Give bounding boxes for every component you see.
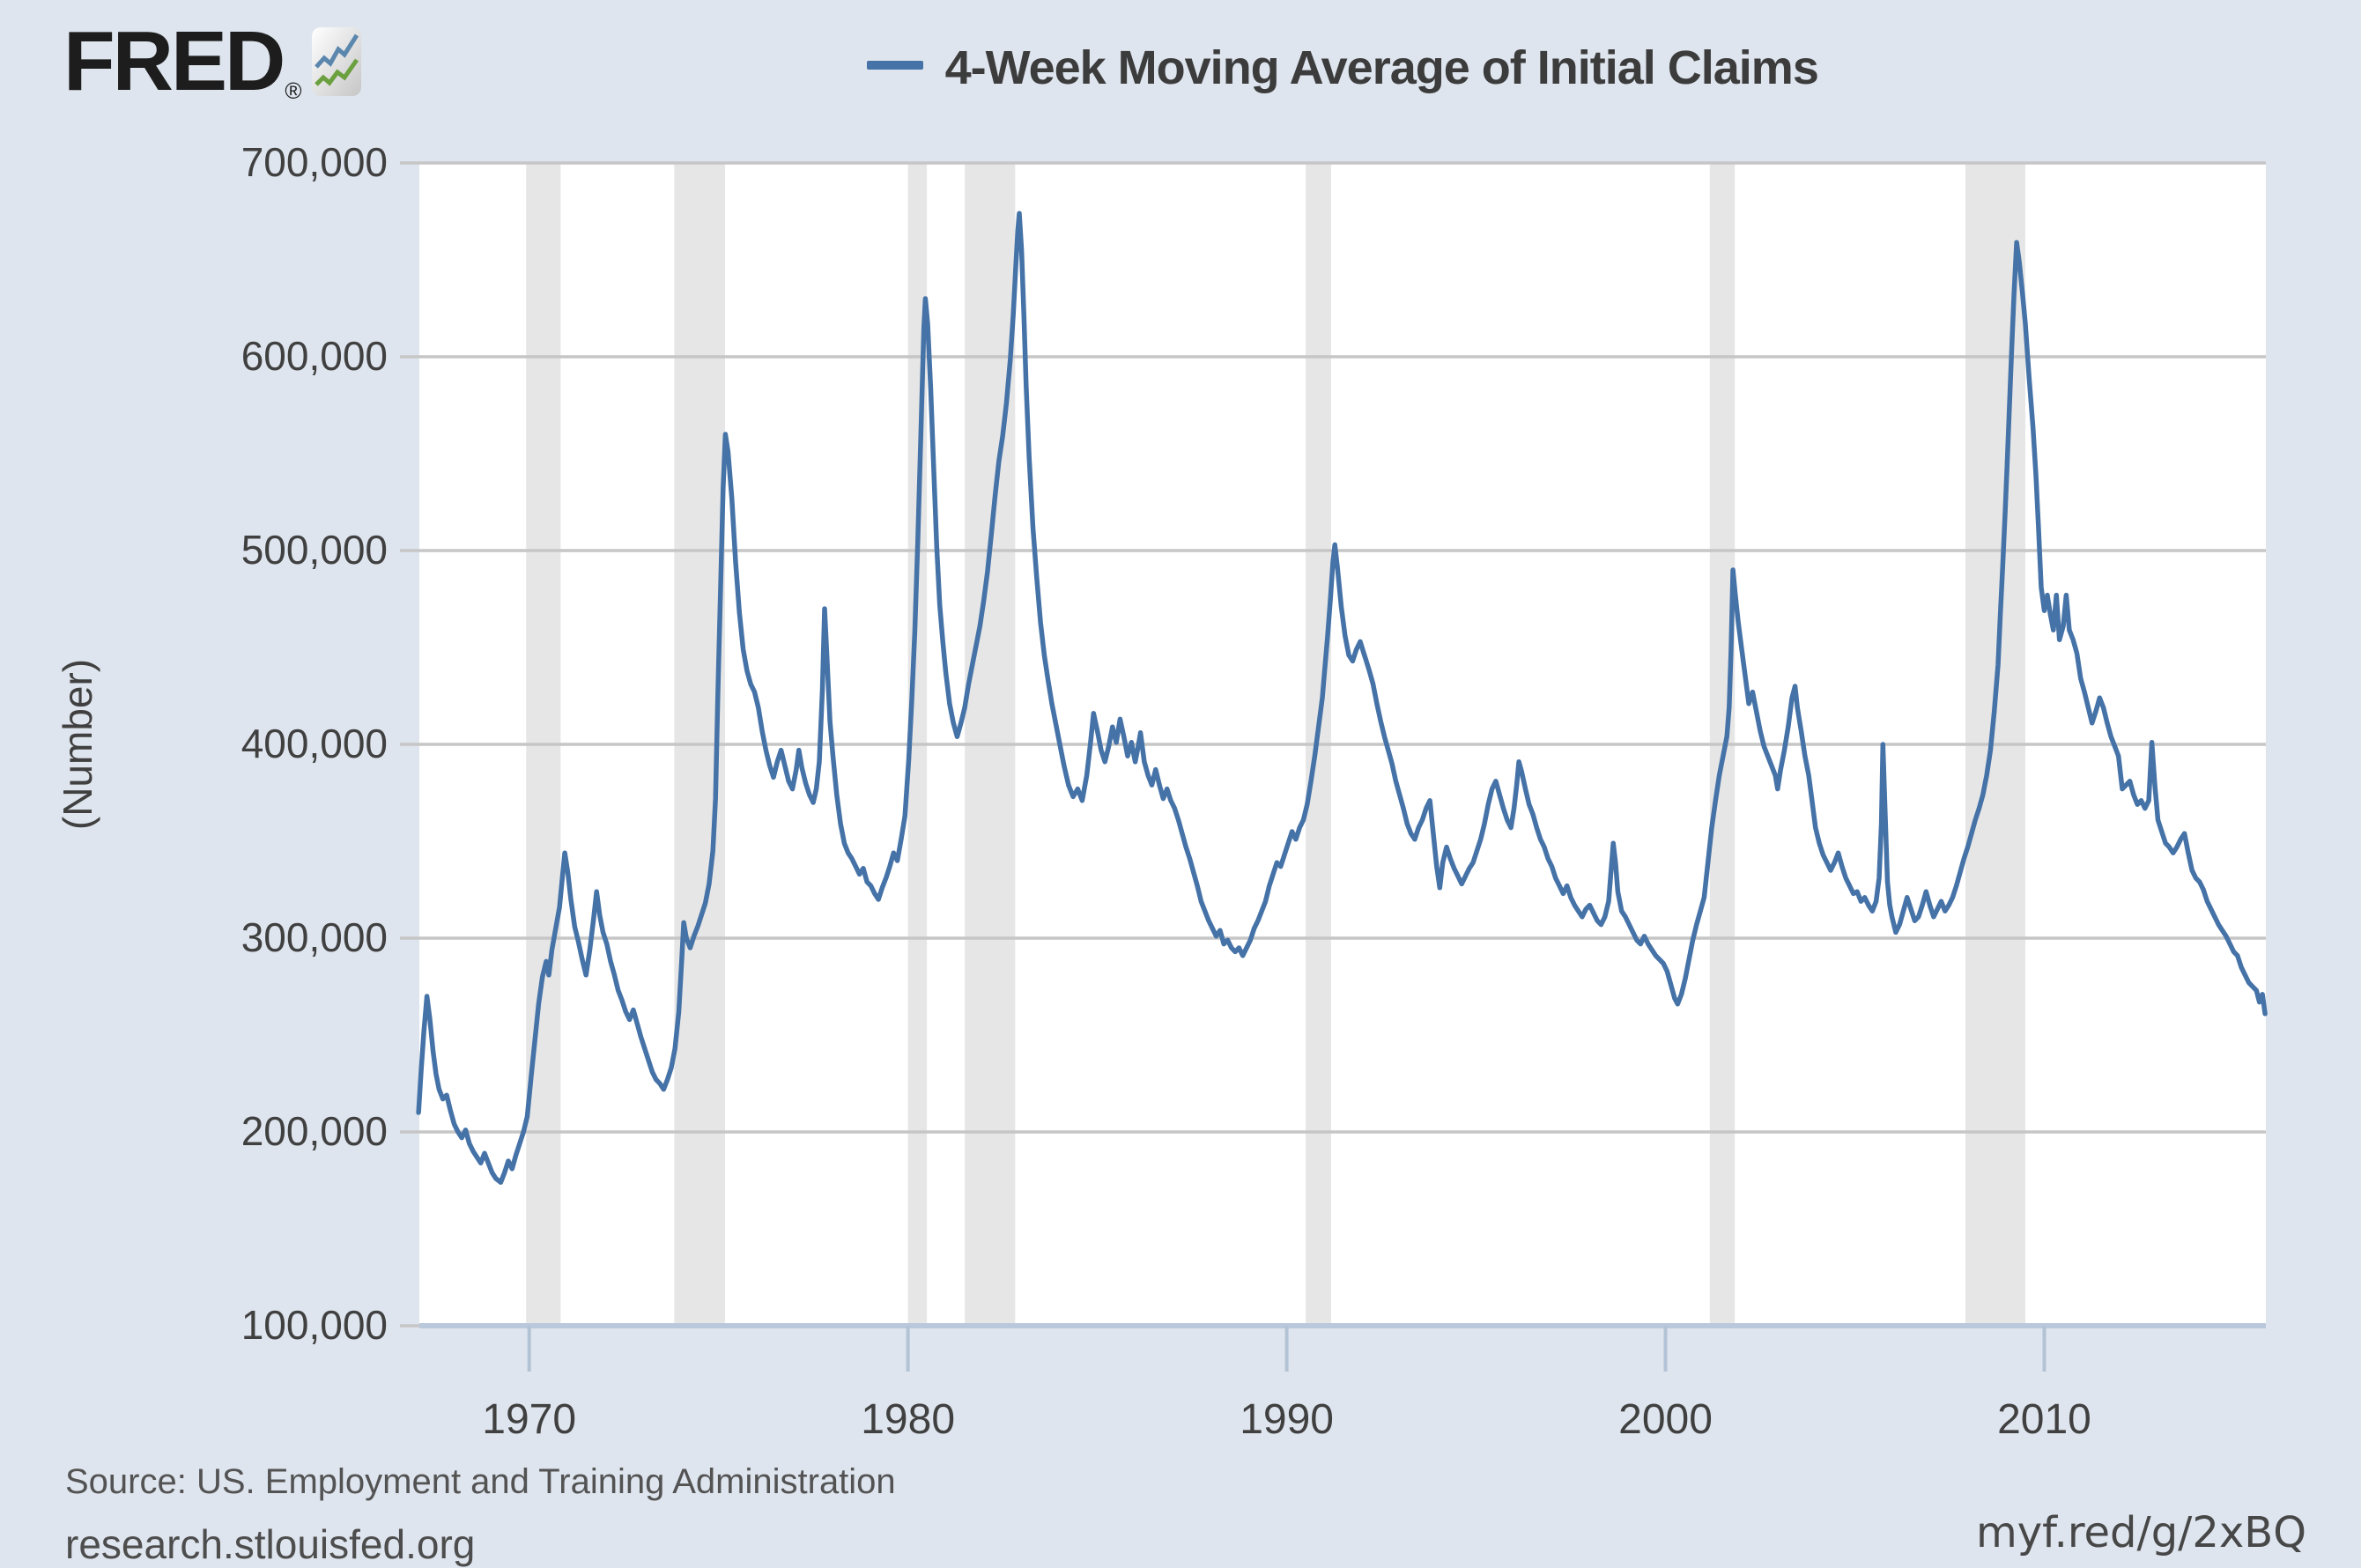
- chart-legend: 4-Week Moving Average of Initial Claims: [419, 41, 2266, 95]
- fred-logo[interactable]: FRED ®: [63, 19, 362, 105]
- x-tick-label: 2010: [1997, 1396, 2091, 1443]
- y-axis-title: (Number): [55, 659, 100, 830]
- x-tick-label: 1970: [482, 1396, 576, 1443]
- y-tick-label: 100,000: [241, 1302, 388, 1348]
- series-line: [416, 211, 2268, 1185]
- registered-trademark: ®: [285, 78, 302, 104]
- source-attribution: Source: US. Employment and Training Admi…: [65, 1462, 896, 1501]
- fred-sparkline-icon: [311, 26, 362, 101]
- y-tick-label: 500,000: [241, 527, 388, 573]
- y-tick-label: 700,000: [241, 139, 388, 185]
- research-stlouisfed-link[interactable]: research.stlouisfed.org: [65, 1521, 476, 1567]
- legend-series-label: 4-Week Moving Average of Initial Claims: [944, 41, 1819, 94]
- x-tick-label: 2000: [1618, 1396, 1713, 1443]
- x-tick-label: 1990: [1240, 1396, 1334, 1443]
- y-tick-label: 200,000: [241, 1108, 388, 1154]
- fred-short-url[interactable]: myf.red/g/2xBQ: [1976, 1508, 2306, 1557]
- y-tick-label: 300,000: [241, 914, 388, 960]
- y-tick-label: 400,000: [241, 721, 388, 766]
- y-tick-label: 600,000: [241, 333, 388, 379]
- legend-line-swatch: [867, 61, 924, 70]
- fred-logo-text: FRED: [63, 14, 285, 108]
- x-tick-label: 1980: [861, 1396, 955, 1443]
